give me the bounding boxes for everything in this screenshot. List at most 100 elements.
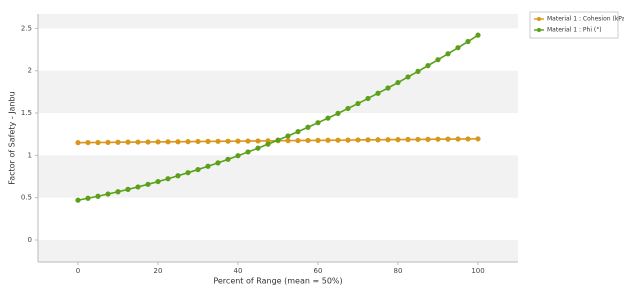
data-point xyxy=(255,145,261,151)
data-point xyxy=(455,45,461,51)
data-point xyxy=(415,136,421,143)
data-point xyxy=(235,138,241,144)
data-point xyxy=(415,68,421,74)
y-tick-label: 1.5 xyxy=(21,109,32,117)
legend-box xyxy=(529,11,619,39)
x-tick-label: 60 xyxy=(314,267,323,275)
data-point xyxy=(205,163,211,169)
data-point xyxy=(195,138,201,145)
data-point xyxy=(265,141,271,147)
data-point xyxy=(315,120,321,126)
data-point xyxy=(325,115,331,121)
data-point xyxy=(105,191,111,197)
data-point xyxy=(185,170,191,176)
data-point xyxy=(125,186,131,192)
data-point xyxy=(455,136,461,142)
data-point xyxy=(475,32,481,38)
data-point xyxy=(155,139,161,145)
x-tick-label: 100 xyxy=(471,267,484,275)
data-point xyxy=(195,166,201,173)
data-point xyxy=(95,193,101,199)
data-point xyxy=(225,156,231,162)
data-point xyxy=(245,149,251,155)
data-point xyxy=(185,139,191,145)
data-point xyxy=(295,137,301,144)
y-tick-label: 0 xyxy=(28,236,32,244)
data-point xyxy=(365,95,371,102)
x-tick-label: 20 xyxy=(154,267,163,275)
data-point xyxy=(95,139,101,146)
legend-label: Material 1 : Cohesion (kPa) xyxy=(547,16,624,23)
data-point xyxy=(305,124,311,130)
data-point xyxy=(145,139,151,145)
legend-label: Material 1 : Phi (°) xyxy=(547,27,602,34)
data-point xyxy=(75,197,81,203)
data-point xyxy=(465,136,471,142)
y-axis-title: Factor of Safety - Janbu xyxy=(8,91,17,184)
data-point xyxy=(105,139,111,146)
grid-band xyxy=(38,14,518,29)
data-point xyxy=(135,139,141,145)
data-point xyxy=(475,136,481,142)
grid-band xyxy=(38,155,518,198)
data-point xyxy=(125,139,131,145)
data-point xyxy=(445,136,451,142)
y-tick-label: 1 xyxy=(28,151,32,159)
x-tick-label: 40 xyxy=(234,267,243,275)
data-point xyxy=(215,160,221,166)
data-point xyxy=(235,153,241,159)
data-point xyxy=(85,139,91,146)
data-point xyxy=(375,137,381,143)
y-tick-label: 2 xyxy=(28,67,32,75)
data-point xyxy=(315,137,321,143)
data-point xyxy=(205,138,211,144)
data-point xyxy=(115,189,121,195)
data-point xyxy=(405,74,411,80)
data-point xyxy=(325,137,331,143)
y-tick-label: 0.5 xyxy=(21,194,32,202)
grid-band xyxy=(38,70,518,114)
data-point xyxy=(435,136,441,142)
legend-swatch-marker xyxy=(537,17,541,21)
data-point xyxy=(215,138,221,144)
data-point xyxy=(425,136,431,142)
data-point xyxy=(355,137,361,143)
x-tick-label: 0 xyxy=(76,267,80,275)
data-point xyxy=(245,138,251,144)
data-point xyxy=(75,140,81,146)
data-point xyxy=(345,137,351,143)
data-point xyxy=(395,79,401,86)
data-point xyxy=(155,178,161,185)
x-tick-label: 80 xyxy=(394,267,403,275)
data-point xyxy=(435,57,441,63)
data-point xyxy=(405,136,411,143)
legend-swatch-marker xyxy=(537,28,541,32)
grid-band xyxy=(38,239,518,262)
data-point xyxy=(165,139,171,145)
data-point xyxy=(275,137,281,143)
data-point xyxy=(285,138,291,144)
data-point xyxy=(385,85,391,91)
data-point xyxy=(335,110,341,116)
data-point xyxy=(365,137,371,143)
data-point xyxy=(145,181,151,187)
data-point xyxy=(345,105,351,112)
data-point xyxy=(335,137,341,143)
data-point xyxy=(295,129,301,135)
data-point xyxy=(175,173,181,179)
data-point xyxy=(165,176,171,182)
data-point xyxy=(375,90,381,96)
data-point xyxy=(175,139,181,145)
data-point xyxy=(425,63,431,69)
data-point xyxy=(445,51,451,57)
data-point xyxy=(85,195,91,201)
data-point xyxy=(395,137,401,143)
data-point xyxy=(355,100,361,107)
data-point xyxy=(225,138,231,144)
x-axis-title: Percent of Range (mean = 50%) xyxy=(213,277,342,286)
data-point xyxy=(255,138,261,144)
y-tick-label: 2.5 xyxy=(21,24,32,32)
legend: Material 1 : Cohesion (kPa) Material 1 : … xyxy=(529,11,624,39)
